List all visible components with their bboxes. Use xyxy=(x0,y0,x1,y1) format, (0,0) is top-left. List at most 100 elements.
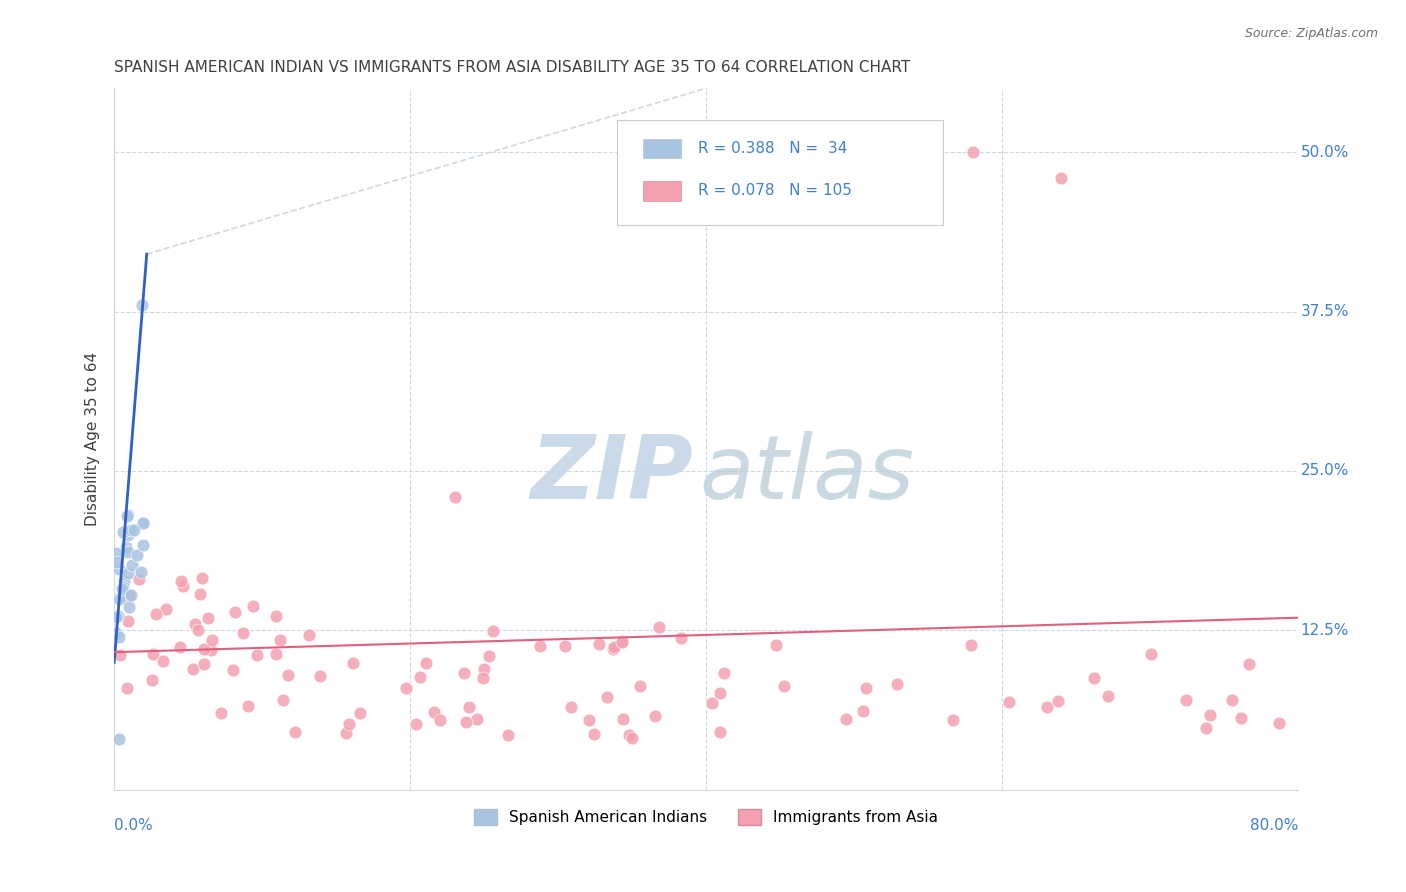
Point xyxy=(115,508,138,523)
Point xyxy=(596,690,619,705)
Point xyxy=(121,558,143,572)
Point xyxy=(107,608,129,623)
Text: 37.5%: 37.5% xyxy=(1301,304,1348,319)
Point xyxy=(482,624,505,638)
Point xyxy=(349,706,371,721)
Point xyxy=(277,667,299,681)
Point xyxy=(713,665,735,680)
Point xyxy=(644,709,666,723)
FancyBboxPatch shape xyxy=(644,139,682,159)
Point xyxy=(471,671,494,685)
Text: ZIP: ZIP xyxy=(530,431,693,517)
Point xyxy=(269,632,291,647)
Point xyxy=(118,599,141,614)
Point xyxy=(467,713,489,727)
Point xyxy=(454,714,477,729)
Y-axis label: Disability Age 35 to 64: Disability Age 35 to 64 xyxy=(86,352,100,526)
Point xyxy=(337,717,360,731)
Point xyxy=(772,679,794,693)
Text: Source: ZipAtlas.com: Source: ZipAtlas.com xyxy=(1244,27,1378,40)
Point xyxy=(554,639,576,653)
Point xyxy=(222,663,245,677)
Point xyxy=(335,725,357,739)
Point xyxy=(429,713,451,727)
Point xyxy=(108,591,131,606)
Point xyxy=(201,632,224,647)
Point xyxy=(200,643,222,657)
Text: 25.0%: 25.0% xyxy=(1301,464,1348,478)
Point xyxy=(107,731,129,746)
Point xyxy=(284,724,307,739)
Point xyxy=(1230,711,1253,725)
Point xyxy=(560,700,582,714)
Point xyxy=(1174,693,1197,707)
Point xyxy=(131,516,153,530)
Point xyxy=(131,298,153,312)
Text: SPANISH AMERICAN INDIAN VS IMMIGRANTS FROM ASIA DISABILITY AGE 35 TO 64 CORRELAT: SPANISH AMERICAN INDIAN VS IMMIGRANTS FR… xyxy=(114,60,911,75)
Point xyxy=(443,490,465,504)
Point xyxy=(1083,671,1105,685)
FancyBboxPatch shape xyxy=(617,120,943,225)
Point xyxy=(169,640,191,654)
Point xyxy=(111,590,134,604)
Point xyxy=(478,649,501,664)
Point xyxy=(145,607,167,621)
Point xyxy=(193,657,215,671)
Point xyxy=(114,540,136,554)
Point xyxy=(855,681,877,695)
Point xyxy=(529,639,551,653)
Point xyxy=(630,679,652,693)
Point xyxy=(453,665,475,680)
Point xyxy=(610,633,633,648)
Point xyxy=(117,544,139,558)
Point xyxy=(582,727,605,741)
Point xyxy=(181,662,204,676)
Legend: Spanish American Indians, Immigrants from Asia: Spanish American Indians, Immigrants fro… xyxy=(468,803,945,831)
Point xyxy=(1140,648,1163,662)
Point xyxy=(187,624,209,638)
Point xyxy=(127,549,149,563)
Point xyxy=(423,706,446,720)
Point xyxy=(209,706,232,721)
Point xyxy=(118,589,141,603)
Point xyxy=(458,699,481,714)
Point xyxy=(142,647,165,661)
Point xyxy=(242,599,264,613)
Text: atlas: atlas xyxy=(699,431,914,517)
FancyBboxPatch shape xyxy=(644,181,682,201)
Text: 80.0%: 80.0% xyxy=(1250,818,1298,833)
Point xyxy=(152,654,174,668)
Point xyxy=(602,642,624,657)
Point xyxy=(648,620,671,634)
Point xyxy=(834,712,856,726)
Point xyxy=(117,508,139,522)
Point xyxy=(1198,708,1220,723)
Text: 0.0%: 0.0% xyxy=(114,818,153,833)
Point xyxy=(960,638,983,652)
Point xyxy=(104,609,127,624)
Point xyxy=(998,695,1021,709)
Point xyxy=(264,608,287,623)
Point xyxy=(621,731,644,745)
Point xyxy=(232,626,254,640)
Point xyxy=(132,538,155,552)
Point xyxy=(141,673,163,688)
Point xyxy=(111,525,134,540)
Point xyxy=(612,713,634,727)
Point xyxy=(1047,694,1070,708)
Point xyxy=(224,606,246,620)
Point xyxy=(962,145,984,159)
Point xyxy=(415,657,437,671)
Point xyxy=(117,527,139,541)
Point xyxy=(107,555,129,569)
Point xyxy=(120,589,142,603)
Point xyxy=(184,617,207,632)
Point xyxy=(702,696,724,710)
Point xyxy=(342,656,364,670)
Point xyxy=(852,704,875,718)
Text: 50.0%: 50.0% xyxy=(1301,145,1348,160)
Point xyxy=(1036,699,1059,714)
Point xyxy=(395,681,418,696)
Point xyxy=(610,635,633,649)
Text: 12.5%: 12.5% xyxy=(1301,623,1348,638)
